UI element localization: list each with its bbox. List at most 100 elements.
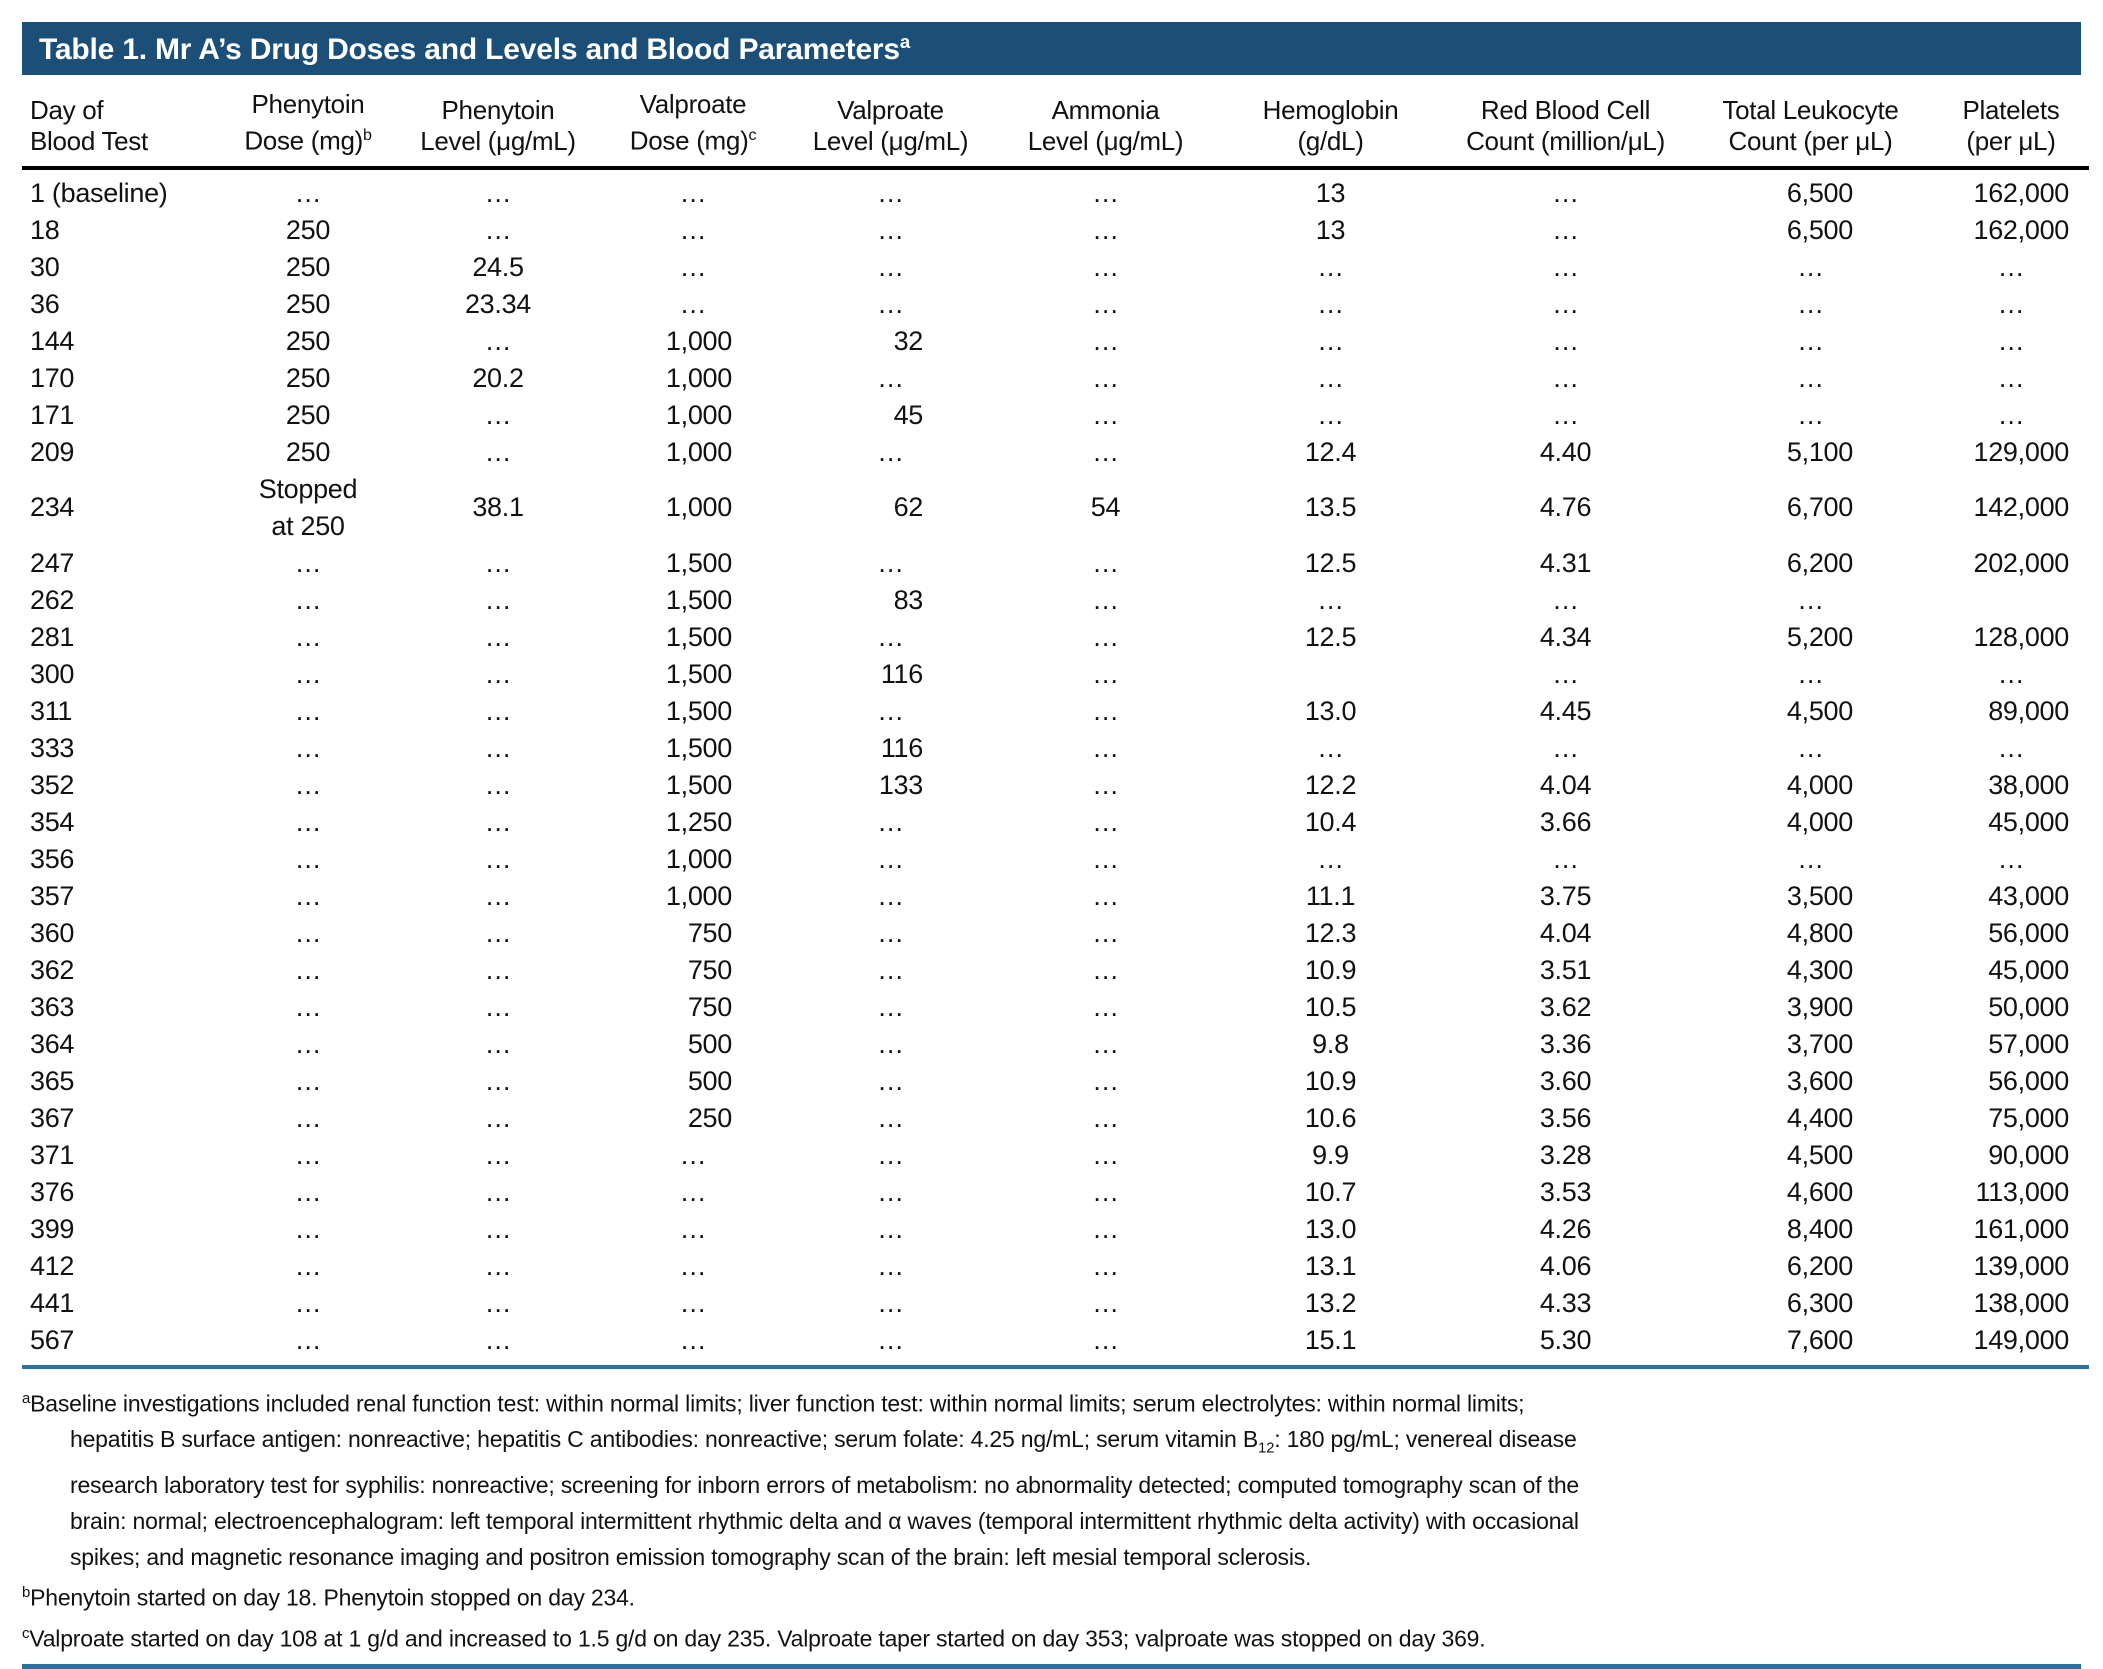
table-cell: … <box>1092 1139 1119 1170</box>
table-cell: 365 <box>30 1065 75 1096</box>
table-cell: 1,000 <box>665 362 732 393</box>
table-cell: … <box>484 436 512 467</box>
table-cell: … <box>294 177 322 208</box>
table-cell: … <box>1092 362 1119 393</box>
table-cell: 138,000 <box>1973 1287 2070 1318</box>
table-cell: 170 <box>30 362 75 393</box>
table-row: 171 250… 1,000 45…………… <box>22 397 2089 434</box>
table-cell: 5,200 <box>1786 621 1853 652</box>
table-cell: … <box>1797 584 1824 615</box>
table-cell: … <box>1552 362 1579 393</box>
table-cell: 149,000 <box>1973 1324 2070 1355</box>
table-row: 30 250 24.5………………… <box>22 249 2089 286</box>
table-cell: 234 <box>30 492 75 523</box>
table-cell: 412 <box>30 1250 75 1281</box>
table-cell: … <box>1092 880 1119 911</box>
table-cell: … <box>1552 843 1579 874</box>
table-cell: … <box>877 880 904 911</box>
header-footnote-marker: b <box>362 126 372 144</box>
table-cell: 12.3 <box>1304 917 1357 948</box>
table-cell: 1,250 <box>665 806 732 837</box>
table-cell: 13.0 <box>1304 695 1357 726</box>
table-cell: … <box>484 917 512 948</box>
table-cell: 250 <box>687 1102 732 1133</box>
table-cell: 3.28 <box>1539 1139 1592 1170</box>
table-cell: 144 <box>30 325 75 356</box>
table-cell: … <box>1552 584 1579 615</box>
table-cell: … <box>484 177 512 208</box>
table-row: 311 … … 1,500 … … 13.0 4.45 4,500 89,000 <box>22 693 2089 730</box>
table-cell: … <box>877 621 904 652</box>
table-cell: Stopped at 250 <box>258 473 358 541</box>
table-cell: 371 <box>30 1139 75 1170</box>
table-cell: 4,300 <box>1786 954 1853 985</box>
table-cell: … <box>877 251 904 282</box>
table-cell: 7,600 <box>1786 1324 1853 1355</box>
table-cell: 500 <box>687 1065 732 1096</box>
table-cell: … <box>679 288 707 319</box>
table-cell: … <box>1092 621 1119 652</box>
table-row: 209 250 … 1,000 … … 12.4 4.40 5,100 129,000 <box>22 434 2089 471</box>
table-cell: … <box>484 806 512 837</box>
table-cell: … <box>294 1176 322 1207</box>
table-cell: … <box>1317 251 1344 282</box>
table-cell: … <box>1092 251 1119 282</box>
table-cell: … <box>294 991 322 1022</box>
table-row: 18 250 … … … … 13 … 6,500 162,000 <box>22 212 2089 249</box>
table-cell: 352 <box>30 769 75 800</box>
footnote: aBaseline investigations included renal … <box>22 1389 1580 1570</box>
table-cell: … <box>294 584 322 615</box>
table-cell: … <box>484 1324 512 1355</box>
table-cell: … <box>1552 732 1579 763</box>
table-row: 364 … … 500 … … 9.8 3.36 3,700 57,000 <box>22 1026 2089 1063</box>
table-cell: 281 <box>30 621 75 652</box>
table-cell: 20.2 <box>472 362 524 393</box>
table-cell: … <box>679 1213 707 1244</box>
header-row: Day of Blood Test Phenytoin Dose (mg)b Pheny… <box>22 75 2089 170</box>
table-row: 567 … … … … … 15.1 5.30 7,600 149,000 <box>22 1322 2089 1367</box>
table-cell: … <box>484 621 512 652</box>
table-cell: 5.30 <box>1539 1324 1592 1355</box>
table-cell: … <box>877 1324 904 1355</box>
drug-doses-table: Day of Blood Test Phenytoin Dose (mg)b Pheny… <box>22 75 2089 1369</box>
table-row: 399 … … … … … 13.0 4.26 8,400 161,000 <box>22 1211 2089 1248</box>
table-cell: … <box>1552 399 1579 430</box>
table-cell: … <box>1997 325 2025 356</box>
table-cell: 4.34 <box>1539 621 1592 652</box>
header-footnote-marker: c <box>748 126 757 144</box>
table-cell: 1,500 <box>665 621 732 652</box>
table-cell: … <box>484 547 512 578</box>
column-header: Hemoglobin (g/dL) <box>1218 75 1443 170</box>
table-cell: 3.75 <box>1539 880 1592 911</box>
table-cell: 1,000 <box>665 492 732 523</box>
table-cell: 62 <box>893 492 924 523</box>
table-cell: … <box>877 547 904 578</box>
table-cell: … <box>1317 362 1344 393</box>
table-cell: … <box>1092 695 1119 726</box>
column-header: Valproate Dose (mg)c <box>598 75 788 170</box>
table-cell: … <box>1092 177 1119 208</box>
table-cell: … <box>1092 1065 1119 1096</box>
table-cell <box>1218 656 1443 693</box>
table-cell: 11.1 <box>1305 880 1356 911</box>
table-cell: … <box>1317 843 1344 874</box>
table-cell: 4.45 <box>1539 695 1592 726</box>
table-cell: 1,500 <box>665 658 732 689</box>
table-cell: 262 <box>30 584 75 615</box>
table-cell: 30 <box>30 251 60 282</box>
table-cell: … <box>294 547 322 578</box>
table-cell: 567 <box>30 1324 75 1355</box>
table-header: Day of Blood Test Phenytoin Dose (mg)b Pheny… <box>22 75 2089 170</box>
table-cell: 1,000 <box>665 325 732 356</box>
column-header: Day of Blood Test <box>22 75 218 170</box>
table-cell: … <box>294 1102 322 1133</box>
table-title-text: Table 1. Mr A’s Drug Doses and Levels an… <box>39 32 900 66</box>
table-row: 371 … … … … … 9.9 3.28 4,500 90,000 <box>22 1137 2089 1174</box>
table-cell: … <box>679 1287 707 1318</box>
table-cell: … <box>679 1324 707 1355</box>
table-cell: 162,000 <box>1973 177 2070 208</box>
table-cell: … <box>1317 399 1344 430</box>
column-header: Total Leukocyte Count (per μL) <box>1688 75 1933 170</box>
table-cell: … <box>1092 732 1119 763</box>
column-header: Platelets (per μL) <box>1933 75 2089 170</box>
